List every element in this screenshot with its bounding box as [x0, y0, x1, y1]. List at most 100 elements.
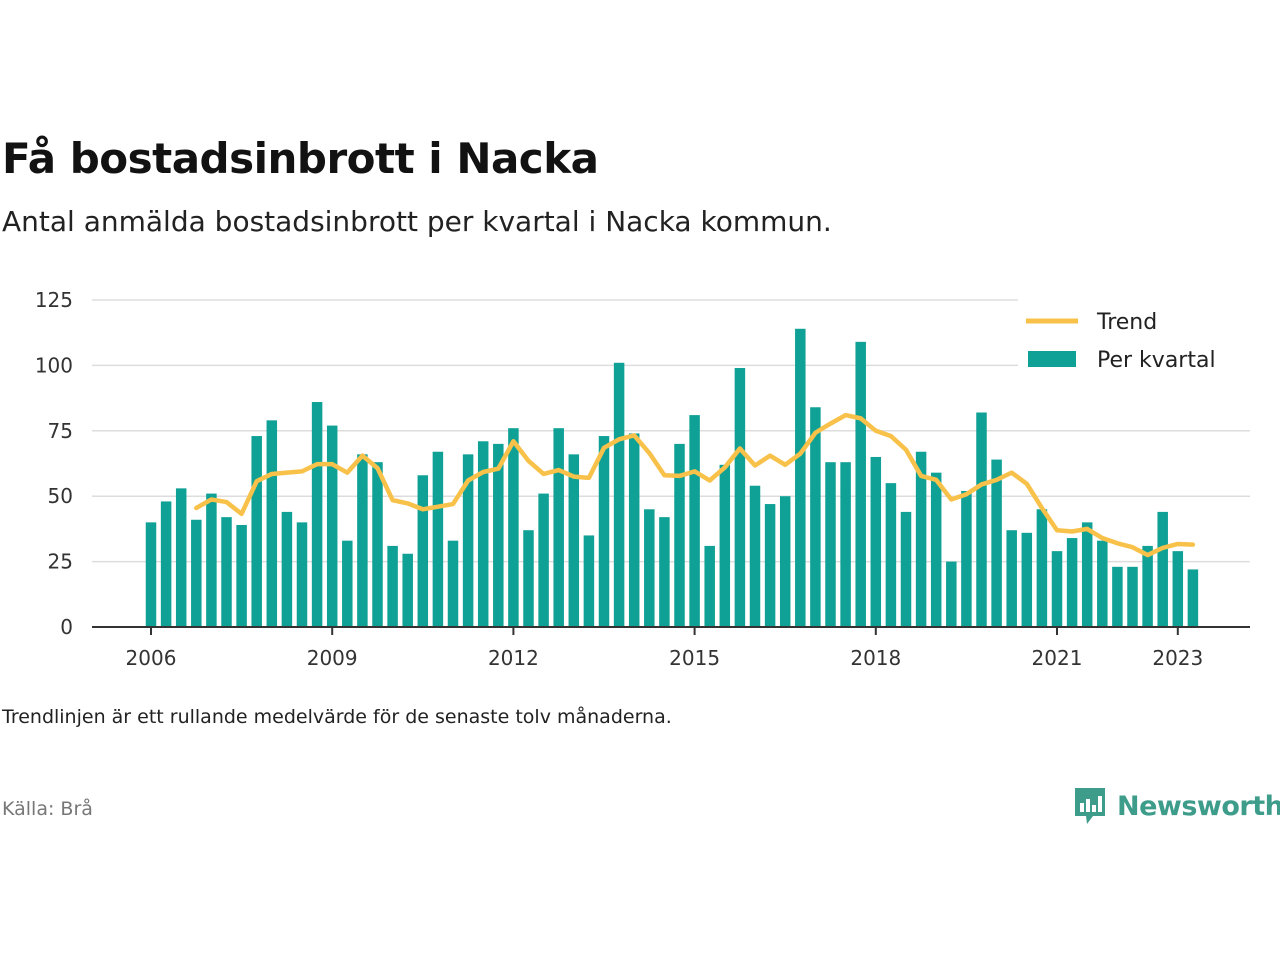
bar	[1066, 538, 1078, 627]
bar	[976, 412, 987, 627]
bar	[674, 443, 685, 627]
bar	[900, 511, 912, 627]
bar	[1051, 551, 1063, 627]
bar	[221, 517, 232, 627]
bar	[160, 501, 172, 627]
bar	[553, 428, 564, 627]
bar	[840, 462, 851, 627]
legend-label-per-kvartal: Per kvartal	[1097, 348, 1216, 373]
bar	[598, 436, 610, 627]
bar	[644, 509, 655, 627]
bar	[236, 524, 247, 627]
x-tick-label: 2015	[669, 646, 720, 670]
bar	[628, 433, 640, 627]
bar	[1021, 532, 1033, 627]
bar	[1142, 545, 1153, 627]
bar	[1172, 551, 1184, 627]
bar	[191, 519, 202, 627]
bar	[1006, 530, 1017, 627]
legend-label-trend: Trend	[1096, 310, 1157, 335]
y-tick-label: 0	[60, 615, 73, 639]
bar	[915, 451, 927, 627]
bar	[870, 456, 882, 627]
bar	[825, 462, 836, 627]
bar	[477, 441, 489, 627]
bar	[946, 561, 957, 627]
y-tick-label: 125	[35, 288, 73, 312]
legend-background	[1018, 298, 1252, 384]
bar	[613, 362, 625, 627]
chart-subtitle: Antal anmälda bostadsinbrott per kvartal…	[2, 205, 832, 238]
brand-name: Newsworthy	[1117, 790, 1280, 822]
bar	[1112, 566, 1123, 627]
source-label: Källa: Brå	[2, 798, 93, 820]
bar	[357, 454, 368, 627]
x-tick-label: 2021	[1032, 646, 1083, 670]
bar	[1036, 509, 1048, 627]
bar	[749, 485, 761, 627]
trend-line	[194, 412, 1196, 558]
y-tick-label: 50	[48, 484, 73, 508]
y-tick-label: 100	[35, 353, 73, 377]
bar	[855, 341, 866, 627]
bar	[462, 454, 474, 627]
bar	[266, 420, 278, 627]
newsworthy-logo-icon	[1075, 788, 1105, 824]
x-tick-label: 2023	[1152, 646, 1203, 670]
bar	[447, 540, 459, 627]
bar	[779, 496, 791, 627]
bar	[704, 545, 715, 627]
bar	[795, 328, 806, 627]
bar	[326, 425, 338, 627]
bar	[583, 535, 595, 627]
brand-logo: Newsworthy	[1073, 786, 1280, 826]
bar	[568, 454, 580, 627]
bar	[764, 504, 776, 627]
bar	[1187, 569, 1199, 627]
trend-series	[194, 412, 1196, 558]
bar	[810, 407, 821, 627]
bar	[538, 493, 549, 627]
legend-swatch-per-kvartal	[1028, 351, 1076, 367]
bar	[523, 530, 534, 627]
bar	[1157, 511, 1168, 627]
gridlines: 0 25 50 75 100 125	[35, 288, 1250, 639]
bar	[402, 553, 413, 627]
x-tick-label: 2018	[850, 646, 901, 670]
bar	[961, 490, 972, 627]
bar	[342, 540, 353, 627]
bar	[417, 475, 429, 627]
bar	[493, 443, 504, 627]
bar	[1127, 566, 1138, 627]
x-tick-label: 2012	[488, 646, 539, 670]
bar	[1097, 540, 1108, 627]
bar	[145, 522, 157, 627]
bar	[311, 402, 323, 627]
bar	[206, 493, 217, 627]
y-tick-label: 75	[48, 419, 73, 443]
legend: Trend Per kvartal	[1018, 298, 1252, 384]
chart-title: Få bostadsinbrott i Nacka	[2, 134, 599, 183]
x-tick-label: 2009	[307, 646, 358, 670]
bar	[1081, 522, 1093, 627]
bar	[930, 472, 942, 627]
bar	[885, 483, 897, 627]
x-tick-label: 2006	[126, 646, 177, 670]
bars-series-per-kvartal	[145, 328, 1199, 627]
bar	[281, 511, 293, 627]
y-tick-label: 25	[48, 550, 73, 574]
bar	[296, 522, 308, 627]
bar	[991, 459, 1002, 627]
bar	[689, 415, 700, 627]
x-axis: 2006 2009 2012 2015 2018 2021 2023	[92, 626, 1250, 670]
bar	[719, 464, 731, 627]
footnote: Trendlinjen är ett rullande medelvärde f…	[2, 706, 672, 728]
bar	[508, 428, 519, 627]
bar	[372, 462, 383, 627]
bar	[659, 517, 670, 627]
bar	[734, 368, 746, 627]
bar	[175, 488, 187, 627]
bar	[432, 451, 444, 627]
bar	[251, 436, 262, 627]
